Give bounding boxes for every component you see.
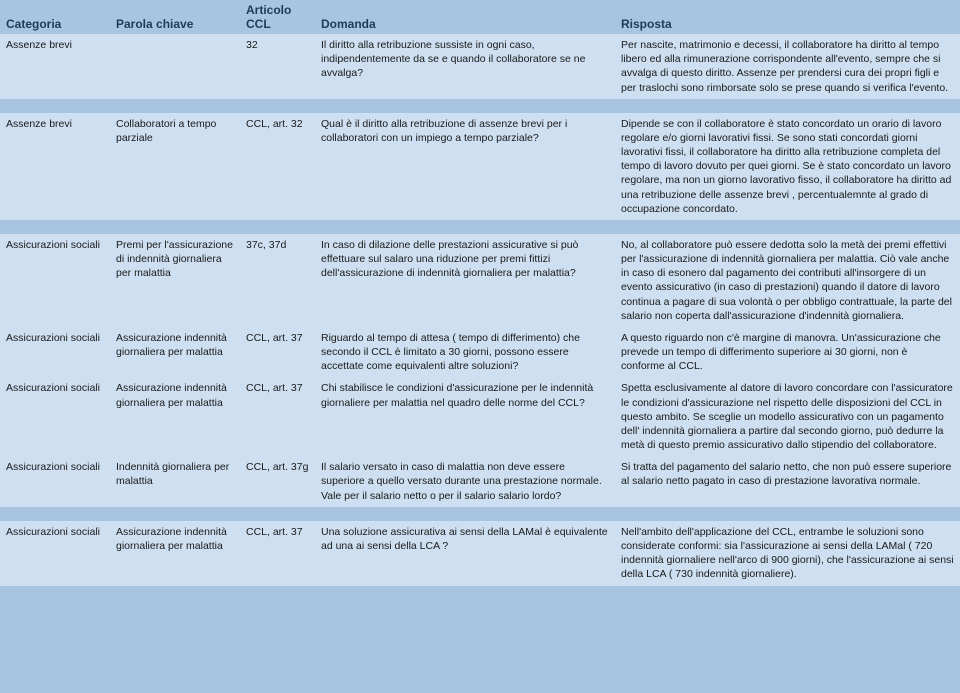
cell-categoria: Assicurazioni sociali (0, 377, 110, 456)
cell-domanda: Qual è il diritto alla retribuzione di a… (315, 106, 615, 227)
cell-domanda: Una soluzione assicurativa ai sensi dell… (315, 514, 615, 586)
cell-parola-chiave: Assicurazione indennità giornaliera per … (110, 514, 240, 586)
cell-parola-chiave (110, 34, 240, 106)
cell-categoria: Assenze brevi (0, 34, 110, 106)
header-risposta: Risposta (615, 0, 960, 34)
table-header: Categoria Parola chiave Articolo CCL Dom… (0, 0, 960, 34)
cell-categoria: Assicurazioni sociali (0, 456, 110, 514)
cell-risposta: Si tratta del pagamento del salario nett… (615, 456, 960, 514)
row-group: Assicurazioni socialiPremi per l'assicur… (0, 227, 960, 514)
cell-domanda: Chi stabilisce le condizioni d'assicuraz… (315, 377, 615, 456)
header-domanda: Domanda (315, 0, 615, 34)
cell-articolo: CCL, art. 37 (240, 514, 315, 586)
cell-risposta: No, al collaboratore può essere dedotta … (615, 227, 960, 327)
cell-articolo: CCL, art. 37 (240, 377, 315, 456)
table-row: Assicurazioni socialiAssicurazione inden… (0, 327, 960, 378)
cell-parola-chiave: Collaboratori a tempo parziale (110, 106, 240, 227)
cell-articolo: CCL, art. 37 (240, 327, 315, 378)
cell-risposta: Per nascite, matrimonio e decessi, il co… (615, 34, 960, 106)
cell-domanda: In caso di dilazione delle prestazioni a… (315, 227, 615, 327)
cell-domanda: Riguardo al tempo di attesa ( tempo di d… (315, 327, 615, 378)
cell-parola-chiave: Assicurazione indennità giornaliera per … (110, 377, 240, 456)
cell-categoria: Assenze brevi (0, 106, 110, 227)
header-categoria: Categoria (0, 0, 110, 34)
cell-articolo: CCL, art. 37g (240, 456, 315, 514)
table-row: Assicurazioni socialiAssicurazione inden… (0, 377, 960, 456)
cell-domanda: Il diritto alla retribuzione sussiste in… (315, 34, 615, 106)
cell-categoria: Assicurazioni sociali (0, 514, 110, 586)
cell-domanda: Il salario versato in caso di malattia n… (315, 456, 615, 514)
cell-risposta: Nell'ambito dell'applicazione del CCL, e… (615, 514, 960, 586)
cell-articolo: CCL, art. 32 (240, 106, 315, 227)
cell-risposta: A questo riguardo non c'è margine di man… (615, 327, 960, 378)
table-row: Assenze breviCollaboratori a tempo parzi… (0, 106, 960, 227)
table-row: Assenze brevi 32Il diritto alla retribuzi… (0, 34, 960, 106)
cell-risposta: Dipende se con il collaboratore è stato … (615, 106, 960, 227)
data-table: Categoria Parola chiave Articolo CCL Dom… (0, 0, 960, 586)
cell-risposta: Spetta esclusivamente al datore di lavor… (615, 377, 960, 456)
cell-articolo: 37c, 37d (240, 227, 315, 327)
cell-categoria: Assicurazioni sociali (0, 327, 110, 378)
row-group: Assenze breviCollaboratori a tempo parzi… (0, 106, 960, 227)
cell-parola-chiave: Premi per l'assicurazione di indennità g… (110, 227, 240, 327)
table-row: Assicurazioni socialiAssicurazione inden… (0, 514, 960, 586)
row-group: Assenze brevi 32Il diritto alla retribuzi… (0, 34, 960, 106)
header-articolo: Articolo CCL (240, 0, 315, 34)
cell-categoria: Assicurazioni sociali (0, 227, 110, 327)
header-parola-chiave: Parola chiave (110, 0, 240, 34)
cell-parola-chiave: Indennità giornaliera per malattia (110, 456, 240, 514)
cell-articolo: 32 (240, 34, 315, 106)
table-row: Assicurazioni socialiPremi per l'assicur… (0, 227, 960, 327)
cell-parola-chiave: Assicurazione indennità giornaliera per … (110, 327, 240, 378)
row-group: Assicurazioni socialiAssicurazione inden… (0, 514, 960, 586)
table-row: Assicurazioni socialiIndennità giornalie… (0, 456, 960, 514)
